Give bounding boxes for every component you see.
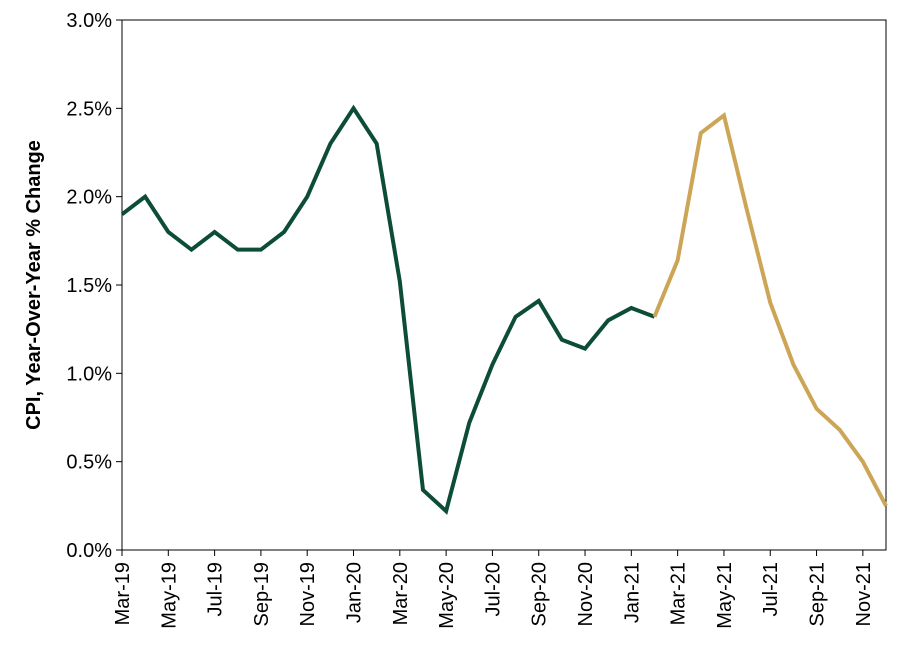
x-tick-label: Nov-20 <box>575 562 597 626</box>
x-tick-label: Nov-21 <box>853 562 875 626</box>
x-tick-label: Jul-21 <box>760 562 782 616</box>
y-tick-label: 0.5% <box>66 452 112 474</box>
x-tick-label: Jan-20 <box>344 562 366 623</box>
y-tick-label: 2.5% <box>66 98 112 120</box>
y-tick-label: 1.5% <box>66 275 112 297</box>
x-tick-label: Mar-21 <box>668 562 690 625</box>
y-axis-title: CPI, Year-Over-Year % Change <box>23 140 45 430</box>
x-tick-label: Sep-20 <box>529 562 551 627</box>
x-tick-label: May-20 <box>436 562 458 629</box>
x-tick-label: Sep-19 <box>251 562 273 627</box>
plot-border <box>121 19 887 551</box>
x-tick-label: May-19 <box>158 562 180 629</box>
x-tick-label: Sep-21 <box>807 562 829 627</box>
series-line-1 <box>120 104 656 515</box>
x-tick-label: Mar-20 <box>390 562 412 625</box>
plot-frame <box>121 19 887 551</box>
series-layer <box>120 104 888 515</box>
y-tick-label: 1.0% <box>66 363 112 385</box>
y-axis: 0.0% 0.5% 1.0% 1.5% 2.0% 2.5% 3.0% <box>66 10 122 562</box>
x-tick-label: Jul-19 <box>205 562 227 616</box>
y-tick-label: 0.0% <box>66 540 112 562</box>
x-tick-label: Jan-21 <box>621 562 643 623</box>
x-tick-label: Jul-20 <box>482 562 504 616</box>
y-tick-label: 2.0% <box>66 187 112 209</box>
x-tick-label: May-21 <box>714 562 736 629</box>
x-tick-label: Nov-19 <box>297 562 319 626</box>
y-tick-label: 3.0% <box>66 10 112 32</box>
series-line-2 <box>652 111 888 507</box>
x-axis: Mar-19 May-19 Jul-19 Sep-19 Nov-19 Jan-20 Mar-… <box>112 550 875 629</box>
x-tick-label: Mar-19 <box>112 562 134 625</box>
